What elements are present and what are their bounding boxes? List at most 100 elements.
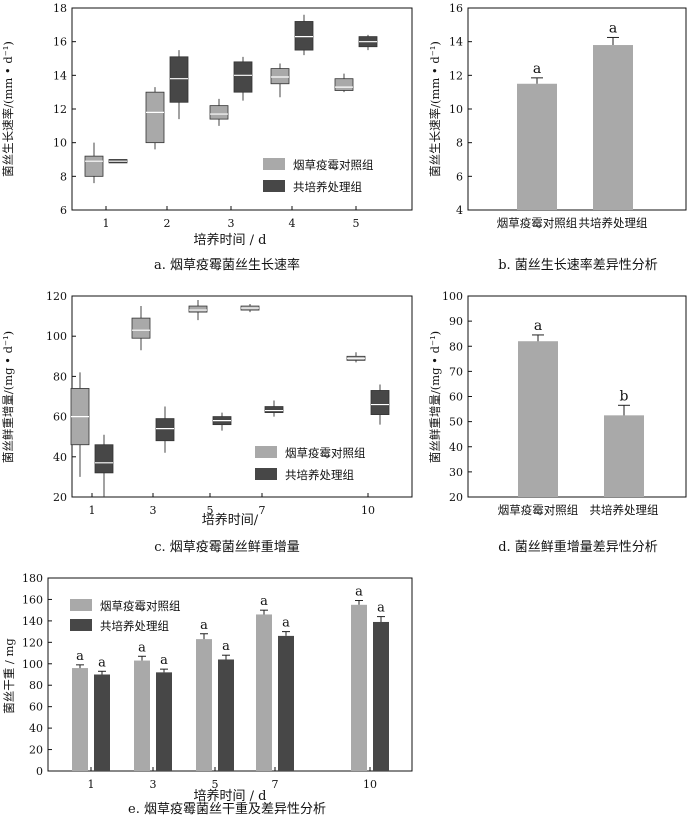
x-tick-label: 烟草疫霉对照组: [498, 503, 579, 517]
legend-label: 烟草疫霉对照组: [100, 599, 181, 613]
box-body: [84, 155, 104, 177]
significance-letter: a: [377, 601, 385, 616]
box-coculture-2: [169, 50, 189, 120]
bar: [373, 621, 389, 771]
x-axis-label: 培养时间 / d: [194, 232, 267, 248]
significance-letter: a: [222, 639, 230, 654]
y-tick-label: 6: [456, 170, 463, 183]
box-coculture-3: [233, 56, 253, 101]
y-tick-label: 70: [449, 365, 463, 378]
x-tick-label: 1: [89, 504, 96, 517]
y-tick-label: 30: [449, 466, 463, 479]
significance-letter: a: [200, 618, 208, 633]
bar: [196, 639, 212, 771]
y-tick-label: 10: [53, 137, 67, 150]
chart-caption: a. 烟草疫霉菌丝生长速率: [154, 257, 300, 273]
bar-coculture-3: a: [156, 653, 172, 771]
significance-letter: a: [138, 640, 146, 655]
x-axis-label: 培养时间/: [202, 512, 259, 528]
y-tick-label: 60: [449, 391, 463, 404]
box-body: [209, 105, 229, 120]
bar: [518, 341, 558, 497]
box-body: [270, 68, 290, 85]
x-axis-label: 培养时间 / d: [194, 788, 267, 804]
x-tick-label: 烟草疫霉对照组: [497, 216, 578, 230]
x-tick-label: 7: [272, 778, 279, 791]
box-control-1: [84, 142, 104, 184]
box-body: [131, 317, 151, 339]
chart-caption: c. 烟草疫霉菌丝鲜重增量: [154, 539, 300, 555]
chart-caption: e. 烟草疫霉菌丝干重及差异性分析: [128, 801, 326, 817]
x-tick-label: 1: [88, 778, 95, 791]
y-tick-label: 80: [53, 370, 67, 383]
box-coculture-3: [155, 406, 175, 453]
bar: [156, 672, 172, 771]
box-control-2: [145, 87, 165, 150]
box-control-5: [334, 73, 354, 93]
bar-control-3: a: [134, 640, 150, 771]
bar-control-1: a: [72, 649, 88, 771]
x-tick-label: 4: [289, 217, 296, 230]
y-tick-label: 60: [29, 701, 43, 714]
box-control-5: [188, 300, 208, 321]
x-tick-label: 5: [207, 504, 214, 517]
bar: [72, 668, 88, 771]
y-tick-label: 100: [22, 658, 43, 671]
y-tick-label: 140: [22, 615, 43, 628]
y-axis-label: 菌丝干重 / mg: [2, 638, 16, 714]
box-coculture-10: [370, 384, 390, 425]
y-tick-label: 16: [53, 36, 67, 49]
bar: [256, 614, 272, 771]
significance-letter: a: [355, 585, 363, 600]
box-body: [94, 444, 114, 474]
bar-control: a: [518, 318, 558, 497]
y-tick-label: 60: [53, 411, 67, 424]
box-body: [233, 61, 253, 93]
y-tick-label: 160: [22, 593, 43, 606]
y-tick-label: 80: [29, 679, 43, 692]
bar: [134, 660, 150, 771]
y-tick-label: 20: [449, 491, 463, 504]
chart-caption: d. 菌丝鲜重增量差异性分析: [498, 539, 658, 555]
y-tick-label: 50: [449, 416, 463, 429]
box-coculture-5: [212, 412, 232, 431]
bar-control-7: a: [256, 594, 272, 771]
box-coculture-4: [294, 14, 314, 56]
box-coculture-1: [108, 159, 128, 164]
significance-letter: a: [260, 594, 268, 609]
significance-letter: a: [282, 616, 290, 631]
y-axis-label: 菌丝生长速率/(mm • d⁻¹): [428, 41, 442, 177]
bar: [218, 659, 234, 771]
x-tick-label: 3: [150, 778, 157, 791]
legend-swatch: [263, 180, 285, 192]
significance-letter: a: [609, 20, 617, 36]
y-tick-label: 20: [53, 491, 67, 504]
significance-letter: a: [98, 655, 106, 670]
y-tick-label: 16: [449, 2, 463, 15]
bar-coculture-10: a: [373, 601, 389, 771]
x-tick-label: 3: [228, 217, 235, 230]
box-body: [334, 78, 354, 91]
y-tick-label: 12: [449, 69, 463, 82]
y-axis-label: 菌丝生长速率/(mm • d⁻¹): [1, 41, 15, 177]
legend-label: 共培养处理组: [285, 468, 354, 482]
x-tick-label: 3: [150, 504, 157, 517]
y-tick-label: 120: [22, 636, 43, 649]
y-tick-label: 6: [60, 204, 67, 217]
bar: [604, 415, 644, 497]
box-body: [155, 418, 175, 442]
y-tick-label: 14: [53, 69, 67, 82]
box-body: [370, 390, 390, 415]
box-coculture-5: [358, 34, 378, 51]
bar-coculture: b: [604, 388, 644, 497]
y-tick-label: 80: [449, 340, 463, 353]
bar: [593, 45, 633, 211]
box-control-1: [70, 372, 90, 477]
y-tick-label: 8: [456, 137, 463, 150]
y-tick-label: 14: [449, 36, 463, 49]
legend-swatch: [263, 158, 285, 170]
chart-d-fresh-weight-bar: 20 30 40 50 60 70 80 90 100 烟草疫霉对照组 共培养处理组 d. 菌丝鲜重增…: [428, 290, 687, 555]
box-body: [145, 91, 165, 144]
box-control-4: [270, 63, 290, 98]
